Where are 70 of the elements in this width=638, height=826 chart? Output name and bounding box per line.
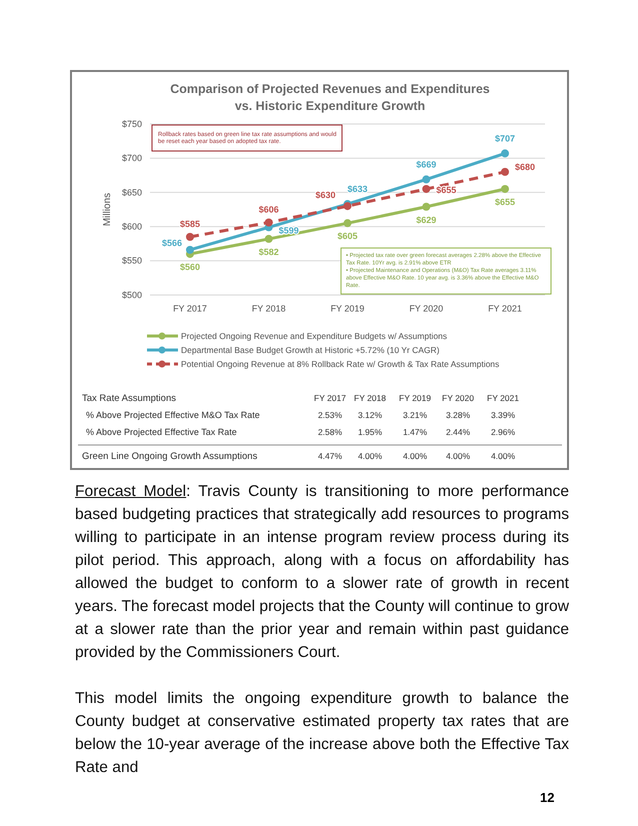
data-label: $605 [337, 231, 358, 242]
data-label: $655 [436, 184, 456, 195]
text: FY 2021 [487, 393, 520, 403]
text: 4.00% [446, 451, 470, 461]
data-label: $707 [494, 133, 516, 144]
text: Forecast Model: Travis County is transitioning to more performance based budgeting practices that strategically add resources to programs willing to participate in an intense program review process during its pilot period. This approach, along with a focus on affordability has allowed the budget to conform to a slower rate of growth in recent years. The forecast model projects that the County will continue to grow at a slower rate than the prior year and remain within past guidance provided by the Commissioners Court. [75, 483, 569, 661]
data-label: $680 [514, 162, 536, 172]
y-tick-label: $650 [122, 187, 142, 198]
y-tick-label: $600 [122, 221, 142, 232]
data-label: $629 [416, 214, 436, 225]
text: 12 [540, 790, 554, 805]
text: 2.44% [446, 427, 470, 437]
text: This model limits the ongoing expenditure growth to balance the County budget at conservative estimated property tax rates that are below the 10-year average of the increase above both the Effective Tax Rate and [75, 689, 569, 778]
text: 1.47% [402, 427, 428, 437]
text: 3.12% [358, 410, 382, 420]
point [422, 184, 430, 193]
data-label: $566 [162, 238, 182, 248]
text: FY 2017 [314, 393, 346, 403]
text: 4.47% [318, 451, 342, 461]
data-label: $633 [347, 184, 368, 194]
y-tick-label: $550 [122, 256, 142, 266]
point [264, 234, 273, 243]
legend-label: Projected Ongoing Revenue and Expenditure Budgets w/ Assumptions [181, 331, 448, 341]
text: 1.95% [358, 427, 382, 437]
point [501, 149, 509, 158]
text: 2.53% [318, 410, 342, 420]
text: 2.96% [490, 427, 516, 437]
x-tick-label: FY 2021 [488, 303, 522, 314]
data-label: $655 [494, 196, 516, 207]
point [501, 168, 509, 176]
text: 4.00% [490, 451, 516, 461]
y-tick-label: $700 [122, 153, 142, 164]
x-tick-label: FY 2018 [252, 303, 286, 314]
point [186, 246, 194, 254]
text: 3.39% [490, 410, 516, 420]
legend-label: Potential Ongoing Revenue at 8% Rollback Rate w/ Growth & Tax Rate Assumptions [181, 359, 500, 369]
x-tick-label: FY 2017 [173, 303, 207, 314]
chart-title: Comparison of Projected Revenues and Expenditures [170, 82, 490, 96]
data-label: $582 [258, 246, 279, 257]
data-label: $669 [416, 159, 436, 170]
text: 3.28% [446, 410, 470, 420]
text: FY 2019 [399, 393, 432, 403]
text: 4.00% [358, 451, 382, 461]
point [264, 218, 273, 226]
point [186, 232, 194, 241]
text: % Above Projected Effective Tax Rate [86, 427, 237, 437]
point [422, 202, 430, 211]
y-tick-label: $500 [122, 290, 142, 300]
data-label: $599 [278, 225, 299, 236]
data-label: $630 [315, 190, 336, 200]
text: 3.21% [402, 410, 428, 420]
chart-subtitle: vs. Historic Expenditure Growth [234, 99, 426, 113]
data-label: $560 [180, 262, 200, 272]
x-tick-label: FY 2019 [330, 303, 364, 314]
point [344, 219, 352, 228]
y-axis-title: Millions [102, 192, 113, 226]
text: FY 2018 [354, 393, 386, 403]
text: 2.58% [318, 427, 342, 437]
text: 4.00% [402, 451, 428, 461]
text: % Above Projected Effective M&O Tax Rate [86, 410, 260, 420]
data-label: $606 [258, 204, 279, 214]
legend-label: Departmental Base Budget Growth at Historic +5.72% (10 Yr CAGR) [181, 345, 440, 355]
x-tick-label: FY 2020 [409, 303, 444, 314]
point [501, 184, 509, 193]
text: Tax Rate Assumptions [82, 393, 176, 404]
text: FY 2020 [442, 393, 474, 403]
y-tick-label: $750 [122, 118, 142, 129]
point [422, 175, 430, 184]
text: Green Line Ongoing Growth Assumptions [82, 451, 258, 462]
data-label: $585 [180, 218, 200, 229]
